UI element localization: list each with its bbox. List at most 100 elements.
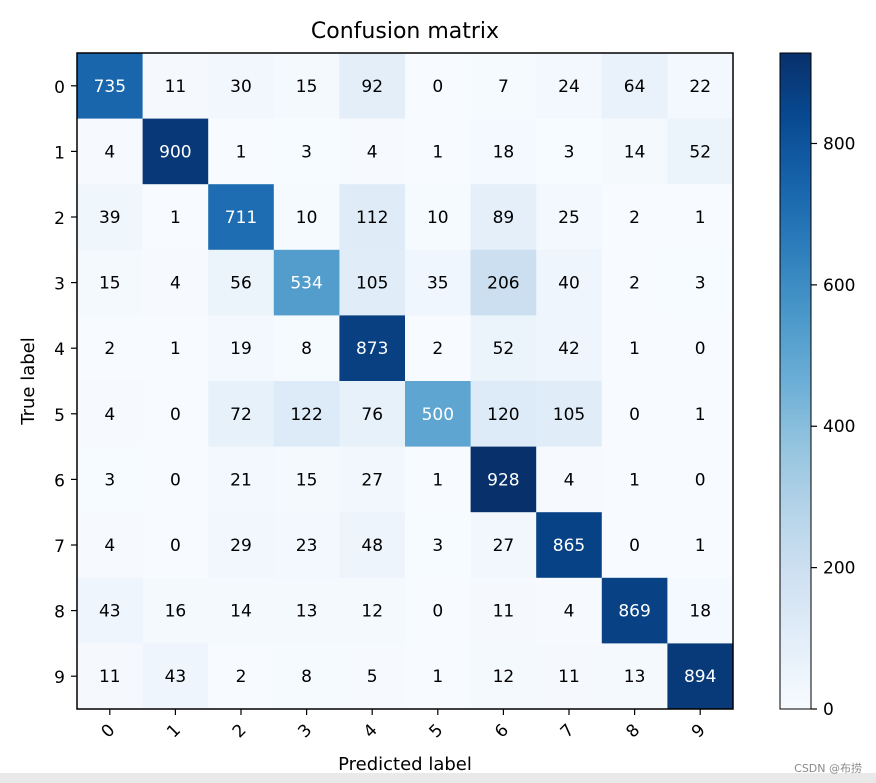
heatmap-cell <box>77 381 144 448</box>
colorbar <box>779 52 812 710</box>
cell-value-label: 56 <box>230 274 252 294</box>
heatmap-cell <box>208 446 275 513</box>
cell-value-label: 1 <box>170 208 181 228</box>
cell-value-label: 13 <box>624 667 646 687</box>
y-tick-label: 8 <box>54 603 65 623</box>
cell-value-label: 0 <box>432 602 443 622</box>
heatmap-cell <box>273 577 340 644</box>
heatmap-cell <box>667 53 734 120</box>
cell-value-label: 3 <box>564 142 575 162</box>
cell-value-label: 21 <box>230 470 252 490</box>
y-tick-label: 6 <box>54 471 65 491</box>
heatmap-cell <box>208 53 275 120</box>
cell-value-label: 4 <box>104 405 115 425</box>
heatmap-cell <box>405 643 472 710</box>
heatmap-cell <box>77 249 144 316</box>
heatmap-cell <box>142 249 209 316</box>
heatmap-cell <box>536 249 603 316</box>
colorbar-tick-label: 0 <box>823 700 834 720</box>
cell-value-label: 4 <box>367 142 378 162</box>
y-axis-ticks: 0 1 2 3 4 5 6 7 8 9 <box>54 78 77 688</box>
cell-value-label: 1 <box>170 339 181 359</box>
cell-value-label: 869 <box>618 602 650 622</box>
heatmap-cell <box>208 512 275 579</box>
cell-value-label: 1 <box>695 208 706 228</box>
heatmap-cell <box>667 577 734 644</box>
cell-value-label: 27 <box>493 536 515 556</box>
cell-value-label: 4 <box>104 142 115 162</box>
cell-value-label: 8 <box>301 339 312 359</box>
heatmap-cell <box>142 512 209 579</box>
heatmap-cell <box>77 118 144 185</box>
heatmap-cell <box>601 446 668 513</box>
heatmap-cell <box>405 184 472 251</box>
cell-value-label: 711 <box>225 208 257 228</box>
cell-value-label: 89 <box>493 208 515 228</box>
y-tick-label: 0 <box>54 78 65 98</box>
plot-frame <box>76 52 734 710</box>
heatmap-cell <box>339 446 406 513</box>
cell-value-label: 43 <box>99 602 121 622</box>
heatmap-cell <box>273 643 340 710</box>
x-tick-label: 2 <box>229 720 251 742</box>
heatmap-cell <box>339 643 406 710</box>
y-tick-label: 7 <box>54 537 65 557</box>
cell-value-label: 2 <box>236 667 247 687</box>
heatmap-cell <box>601 184 668 251</box>
cell-value-label: 11 <box>165 77 187 97</box>
cell-value-label: 0 <box>629 536 640 556</box>
cell-value-label: 3 <box>695 274 706 294</box>
heatmap-cell <box>273 446 340 513</box>
heatmap-cell <box>405 381 472 448</box>
cell-value-label: 120 <box>487 405 519 425</box>
heatmap-cell <box>339 381 406 448</box>
cell-value-label: 2 <box>629 274 640 294</box>
heatmap-cell <box>536 577 603 644</box>
y-tick-label: 3 <box>54 275 65 295</box>
heatmap-cell <box>667 446 734 513</box>
heatmap-cell <box>536 381 603 448</box>
cell-value-label: 43 <box>165 667 187 687</box>
heatmap-cell <box>339 118 406 185</box>
heatmap-cell <box>667 118 734 185</box>
heatmap-cell <box>77 643 144 710</box>
x-axis-label: Predicted label <box>338 754 472 773</box>
heatmap-cell <box>536 446 603 513</box>
x-tick-label: 1 <box>163 720 185 742</box>
cell-value-label: 72 <box>230 405 252 425</box>
heatmap-cell <box>339 249 406 316</box>
heatmap-cell <box>339 184 406 251</box>
x-tick-label: 4 <box>360 720 382 742</box>
cell-value-label: 39 <box>99 208 121 228</box>
heatmap-cell <box>405 53 472 120</box>
cell-value-label: 10 <box>296 208 318 228</box>
heatmap-cell <box>77 577 144 644</box>
cell-value-label: 10 <box>427 208 449 228</box>
heatmap-cell <box>405 249 472 316</box>
cell-value-label: 1 <box>695 536 706 556</box>
cell-value-label: 7 <box>498 77 509 97</box>
heatmap-cell <box>667 184 734 251</box>
heatmap-cell <box>273 512 340 579</box>
cell-value-label: 3 <box>301 142 312 162</box>
y-tick-label: 5 <box>54 406 65 426</box>
heatmap-cell <box>273 118 340 185</box>
cell-value-label: 873 <box>356 339 388 359</box>
heatmap-cell <box>470 118 537 185</box>
cell-value-label: 735 <box>94 77 126 97</box>
y-tick-label: 4 <box>54 340 65 360</box>
heatmap-cell <box>470 381 537 448</box>
x-tick-label: 3 <box>294 720 316 742</box>
heatmap-cell <box>536 53 603 120</box>
cell-value-label: 64 <box>624 77 646 97</box>
colorbar-tick-label: 400 <box>823 417 855 437</box>
cell-value-label: 900 <box>159 142 191 162</box>
heatmap-cell <box>405 577 472 644</box>
cell-value-label: 18 <box>689 602 711 622</box>
cell-value-label: 4 <box>564 470 575 490</box>
heatmap-cell <box>208 315 275 382</box>
cell-value-label: 48 <box>361 536 383 556</box>
y-axis-label: True label <box>18 337 39 426</box>
heatmap-cell <box>667 381 734 448</box>
cell-value-label: 14 <box>230 602 252 622</box>
